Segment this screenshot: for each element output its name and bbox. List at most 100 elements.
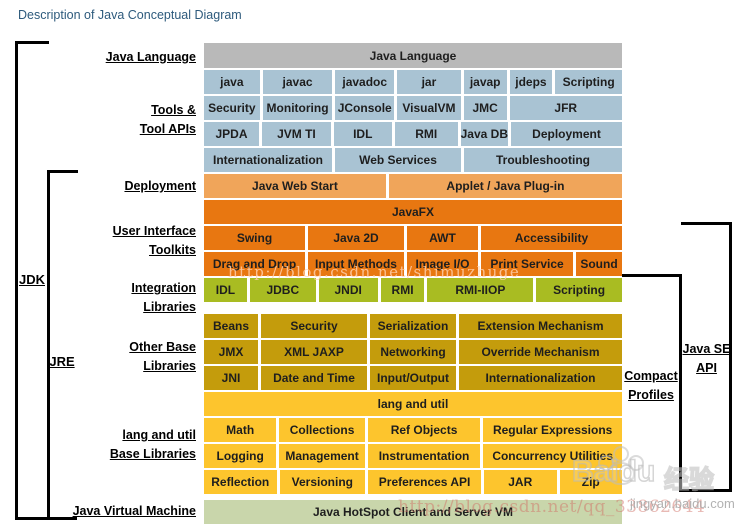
- label-integration-line1: Integration: [131, 281, 196, 295]
- jdk-label[interactable]: JDK: [18, 272, 45, 287]
- diagram-row: Internationalization Web Services Troubles…: [204, 148, 622, 172]
- cell-idl[interactable]: IDL: [204, 278, 247, 302]
- cell-jar[interactable]: JAR: [483, 470, 557, 494]
- cell-jconsole[interactable]: JConsole: [335, 96, 395, 120]
- cell-awt[interactable]: AWT: [407, 226, 478, 250]
- cell-drag-and-drop[interactable]: Drag and Drop: [204, 252, 305, 276]
- java-se-api-bracket-line-bottom: [679, 489, 732, 492]
- cell-idl[interactable]: IDL: [333, 122, 392, 146]
- label-other-base-line2: Libraries: [143, 359, 196, 373]
- java-se-api-label[interactable]: Java SE API: [682, 340, 731, 378]
- cell-jndi[interactable]: JNDI: [318, 278, 378, 302]
- cell-jdeps[interactable]: jdeps: [509, 70, 553, 94]
- cell-applet-java-plug-in[interactable]: Applet / Java Plug-in: [388, 174, 622, 198]
- cell-javap[interactable]: javap: [463, 70, 507, 94]
- cell-scripting[interactable]: Scripting: [555, 70, 622, 94]
- diagram-row: Swing Java 2D AWT Accessibility: [204, 226, 622, 250]
- cell-scripting[interactable]: Scripting: [536, 278, 622, 302]
- label-java-virtual-machine[interactable]: Java Virtual Machine: [72, 504, 196, 518]
- cell-java-web-start[interactable]: Java Web Start: [204, 174, 386, 198]
- cell-override-mechanism[interactable]: Override Mechanism: [459, 340, 622, 364]
- compact-profiles-label[interactable]: Compact Profiles: [623, 367, 679, 405]
- cell-accessibility[interactable]: Accessibility: [481, 226, 622, 250]
- cell-regular-expressions[interactable]: Regular Expressions: [483, 418, 622, 442]
- cell-date-and-time[interactable]: Date and Time: [261, 366, 367, 390]
- java-se-api-bracket-line-top: [681, 222, 732, 225]
- cell-extension-mechanism[interactable]: Extension Mechanism: [459, 314, 622, 338]
- cell-rmi[interactable]: RMI: [380, 278, 425, 302]
- cell-java-2d[interactable]: Java 2D: [308, 226, 404, 250]
- cell-javadoc[interactable]: javadoc: [335, 70, 395, 94]
- cell-monitoring[interactable]: Monitoring: [262, 96, 333, 120]
- cell-print-service[interactable]: Print Service: [481, 252, 573, 276]
- cell-jfr[interactable]: JFR: [509, 96, 622, 120]
- cell-internationalization[interactable]: Internationalization: [459, 366, 622, 390]
- label-tools-and-tool-apis[interactable]: Tools & Tool APIs: [0, 101, 196, 139]
- cell-xml-jaxp[interactable]: XML JAXP: [261, 340, 367, 364]
- java-se-api-bracket-line-vertical: [729, 222, 732, 492]
- label-java-language[interactable]: Java Language: [105, 50, 196, 64]
- cell-swing[interactable]: Swing: [204, 226, 305, 250]
- label-ui-line2: Toolkits: [149, 243, 196, 257]
- cell-networking[interactable]: Networking: [370, 340, 456, 364]
- cell-serialization[interactable]: Serialization: [370, 314, 456, 338]
- watermark-jingyan-url: jingyan.baidu.com: [630, 496, 735, 511]
- cell-java-language[interactable]: Java Language: [204, 43, 622, 68]
- jre-label[interactable]: JRE: [49, 354, 75, 369]
- cell-troubleshooting[interactable]: Troubleshooting: [464, 148, 622, 172]
- diagram-row: Beans Security Serialization Extension Mech…: [204, 314, 622, 338]
- conceptual-diagram-table: Java Language java javac javadoc jar javap jde…: [204, 43, 623, 524]
- label-langutil-line1: lang and util: [122, 428, 196, 442]
- cell-reflection[interactable]: Reflection: [204, 470, 277, 494]
- cell-javafx[interactable]: JavaFX: [204, 200, 622, 224]
- cell-rmi[interactable]: RMI: [394, 122, 458, 146]
- jdk-jre-bracket-line-bottom: [15, 517, 77, 520]
- label-deployment[interactable]: Deployment: [124, 179, 196, 193]
- cell-input-output[interactable]: Input/Output: [370, 366, 456, 390]
- cell-jmc[interactable]: JMC: [463, 96, 507, 120]
- cell-deployment[interactable]: Deployment: [511, 122, 623, 146]
- label-other-base-libraries[interactable]: Other Base Libraries: [0, 338, 196, 376]
- cell-jmx[interactable]: JMX: [204, 340, 258, 364]
- cell-instrumentation[interactable]: Instrumentation: [367, 444, 481, 468]
- java-se-api-label-line2: API: [696, 361, 717, 375]
- cell-jpda[interactable]: JPDA: [204, 122, 260, 146]
- cell-jni[interactable]: JNI: [204, 366, 258, 390]
- cell-rmi-iiop[interactable]: RMI-IIOP: [427, 278, 534, 302]
- diagram-row: Java Language: [204, 43, 622, 68]
- cell-internationalization[interactable]: Internationalization: [204, 148, 332, 172]
- cell-beans[interactable]: Beans: [204, 314, 258, 338]
- cell-concurrency-utilities[interactable]: Concurrency Utilities: [483, 444, 622, 468]
- label-lang-and-util-base-libraries[interactable]: lang and util Base Libraries: [0, 426, 196, 464]
- watermark-csdn-user-url: http://blog.csdn.net/qq_33862644: [398, 497, 706, 517]
- cell-management[interactable]: Management: [279, 444, 365, 468]
- cell-preferences-api[interactable]: Preferences API: [368, 470, 481, 494]
- cell-security[interactable]: Security: [204, 96, 260, 120]
- cell-collections[interactable]: Collections: [279, 418, 365, 442]
- cell-visualvm[interactable]: VisualVM: [397, 96, 461, 120]
- label-user-interface-toolkits[interactable]: User Interface Toolkits: [0, 222, 196, 260]
- cell-javac[interactable]: javac: [262, 70, 333, 94]
- cell-jvm-ti[interactable]: JVM TI: [262, 122, 331, 146]
- cell-input-methods[interactable]: Input Methods: [308, 252, 404, 276]
- cell-versioning[interactable]: Versioning: [279, 470, 366, 494]
- cell-sound[interactable]: Sound: [576, 252, 622, 276]
- jre-bracket-line-top: [47, 170, 78, 173]
- cell-math[interactable]: Math: [204, 418, 277, 442]
- watermark-baidu-logo-text: Baidu: [571, 454, 656, 489]
- label-integration-libraries[interactable]: Integration Libraries: [0, 279, 196, 317]
- cell-java-hotspot-client-and-server-vm[interactable]: Java HotSpot Client and Server VM: [204, 500, 622, 524]
- cell-ref-objects[interactable]: Ref Objects: [367, 418, 481, 442]
- cell-image-i-o[interactable]: Image I/O: [407, 252, 478, 276]
- cell-lang-and-util[interactable]: lang and util: [204, 392, 622, 416]
- diagram-row: Math Collections Ref Objects Regular Expres…: [204, 418, 622, 442]
- cell-security[interactable]: Security: [261, 314, 367, 338]
- baidu-paw-icon: [598, 446, 644, 486]
- diagram-row: Reflection Versioning Preferences API JAR Zi…: [204, 470, 622, 494]
- cell-jar[interactable]: jar: [397, 70, 461, 94]
- cell-logging[interactable]: Logging: [204, 444, 277, 468]
- cell-java[interactable]: java: [204, 70, 260, 94]
- cell-jdbc[interactable]: JDBC: [249, 278, 316, 302]
- cell-web-services[interactable]: Web Services: [335, 148, 461, 172]
- cell-java-db[interactable]: Java DB: [460, 122, 508, 146]
